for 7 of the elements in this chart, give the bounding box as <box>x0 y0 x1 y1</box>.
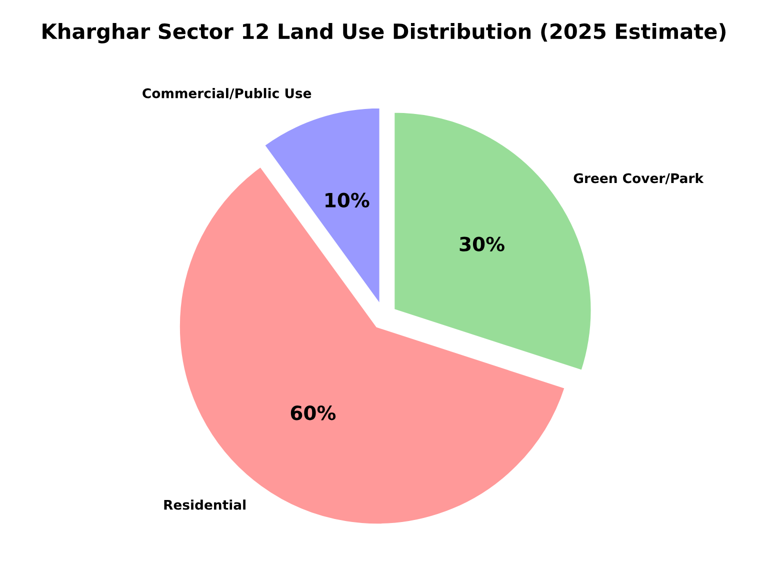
data-label: 10% <box>326 192 370 208</box>
slice-label: Green Cover/Park <box>574 172 704 184</box>
slice-label: Commercial/Public Use <box>142 88 312 100</box>
slice-label: Residential <box>164 500 246 510</box>
data-label: 30% <box>460 236 504 252</box>
chart-title: Kharghar Sector 12 Land Use Distribution (2025 Estimate) <box>42 23 726 44</box>
data-label: 60% <box>290 406 336 420</box>
